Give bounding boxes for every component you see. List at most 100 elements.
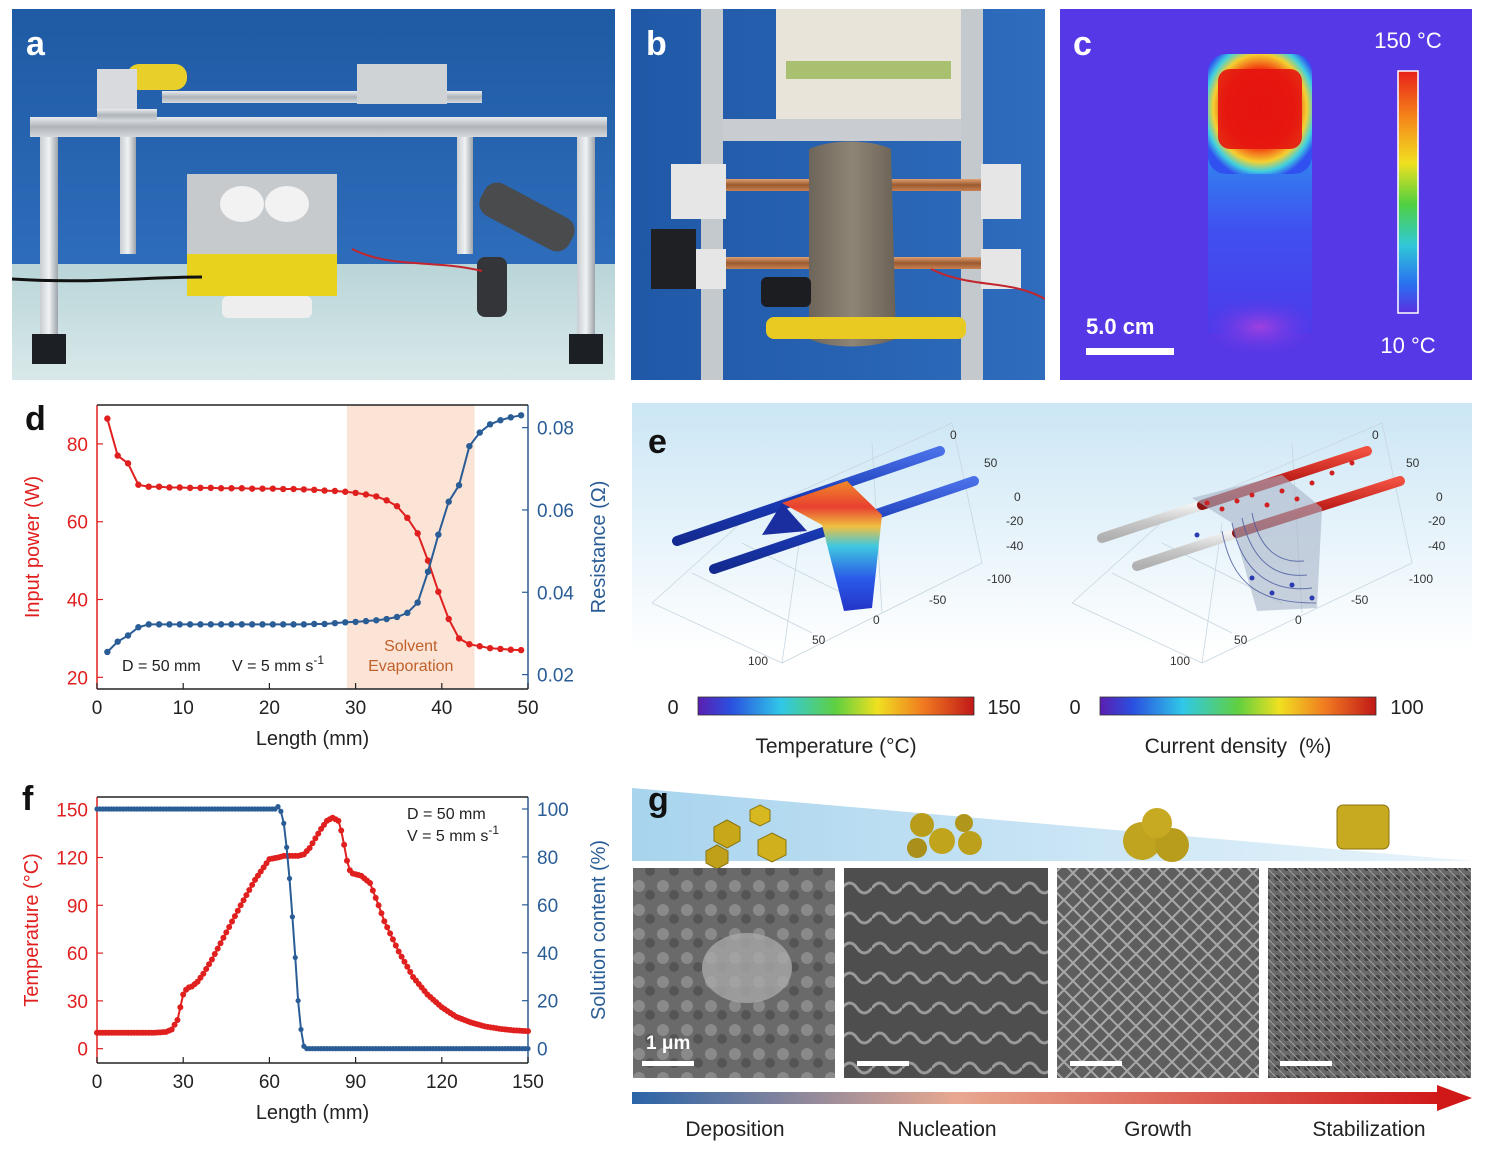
data-point-left bbox=[211, 951, 218, 958]
data-point-right bbox=[281, 820, 287, 826]
y-tick-label-left: 40 bbox=[67, 591, 88, 612]
e-right-tick-y-50: -50 bbox=[1351, 593, 1369, 607]
data-point-left bbox=[315, 830, 322, 837]
data-point-left bbox=[180, 991, 187, 998]
data-point-left bbox=[174, 1016, 181, 1023]
colorbar-max-label: 150 °C bbox=[1374, 28, 1442, 53]
sem-stabilization bbox=[1268, 868, 1471, 1078]
scalebar-label: 1 μm bbox=[646, 1033, 690, 1054]
data-point-right bbox=[298, 1026, 304, 1033]
panel-label-b: b bbox=[646, 25, 667, 63]
data-point-right bbox=[424, 568, 432, 575]
data-point-left bbox=[407, 968, 414, 975]
solvent-evaporation-region bbox=[346, 405, 475, 689]
data-point-left bbox=[389, 936, 396, 943]
panel-d: d Solvent Evaporation 0 10 20 30 40 50 20 40 60 80 0… bbox=[0, 390, 630, 770]
y-tick-label-left: 150 bbox=[56, 801, 88, 822]
data-point-left bbox=[466, 641, 473, 648]
y-tick-label-left: 30 bbox=[67, 992, 88, 1013]
sem-growth bbox=[1057, 868, 1259, 1078]
y-tick-label-left: 90 bbox=[67, 896, 88, 917]
data-point-right bbox=[124, 632, 132, 639]
data-point-right bbox=[259, 621, 266, 628]
data-point-right bbox=[269, 621, 277, 628]
y-tick-label-left: 60 bbox=[67, 944, 88, 965]
x-axis-label: Length (mm) bbox=[256, 1102, 369, 1124]
e-left-tick-z-0: 0 bbox=[1014, 490, 1021, 504]
data-point-left bbox=[455, 635, 463, 642]
data-point-left bbox=[228, 485, 235, 492]
y-tick-label-left: 60 bbox=[67, 513, 88, 534]
current-colorbar-max: 100 bbox=[1390, 697, 1423, 719]
data-point-left bbox=[208, 956, 215, 963]
data-point-left bbox=[237, 902, 244, 909]
data-point-left bbox=[155, 483, 163, 490]
data-point-left bbox=[341, 841, 348, 848]
y-tick-label-right: 0.04 bbox=[537, 583, 574, 604]
panel-label-a: a bbox=[26, 25, 45, 63]
data-point-right bbox=[275, 803, 281, 810]
x-tick-label: 0 bbox=[92, 698, 103, 719]
data-point-left bbox=[398, 953, 405, 960]
data-point-left bbox=[231, 913, 238, 920]
panel-label-d: d bbox=[25, 400, 46, 438]
data-point-right bbox=[197, 621, 204, 628]
data-point-left bbox=[206, 961, 213, 968]
data-point-right bbox=[321, 620, 328, 628]
data-point-left bbox=[114, 452, 121, 459]
data-point-left bbox=[259, 485, 266, 492]
annotation-velocity: V = 5 mm s-1 bbox=[407, 823, 499, 845]
data-point-left bbox=[372, 894, 379, 901]
data-point-left bbox=[197, 484, 204, 492]
e-left-tick-top-50: 50 bbox=[984, 456, 998, 470]
data-point-right bbox=[383, 615, 390, 623]
e-left-tick-x-100: 100 bbox=[748, 654, 768, 668]
data-point-right bbox=[393, 613, 401, 621]
scalebar-label: 5.0 cm bbox=[1086, 314, 1155, 339]
infrared-thermal-image: 150 °C 10 °C 5.0 cm bbox=[1060, 9, 1472, 380]
e-left-tick-z-40: -40 bbox=[1006, 539, 1024, 553]
data-point-left bbox=[381, 918, 388, 925]
annotation-diameter: D = 50 mm bbox=[407, 806, 486, 823]
data-point-right bbox=[217, 621, 225, 628]
data-point-left bbox=[352, 489, 359, 497]
y-axis-label-left: Temperature (°C) bbox=[21, 853, 43, 1007]
x-tick-label: 20 bbox=[259, 698, 280, 719]
data-point-right bbox=[435, 531, 442, 538]
x-axis-label: Length (mm) bbox=[256, 728, 369, 750]
data-point-left bbox=[343, 857, 350, 864]
data-point-right bbox=[445, 498, 452, 505]
panel-c-thermal-image: 150 °C 10 °C 5.0 cm c bbox=[1060, 9, 1472, 380]
data-point-left bbox=[384, 924, 391, 931]
data-point-left bbox=[234, 907, 241, 914]
data-point-left bbox=[311, 486, 318, 494]
e-right-tick-y-0: 0 bbox=[1295, 613, 1302, 627]
data-point-left bbox=[476, 643, 483, 650]
e-left-tick-x-50: 50 bbox=[812, 633, 826, 647]
data-point-right bbox=[414, 599, 421, 606]
data-point-left bbox=[395, 948, 402, 955]
data-point-left bbox=[321, 487, 328, 494]
y-tick-label-left: 20 bbox=[67, 668, 88, 689]
data-point-left bbox=[383, 497, 390, 504]
data-point-left bbox=[220, 934, 227, 941]
data-point-left bbox=[203, 966, 210, 973]
data-point-left bbox=[309, 840, 316, 847]
data-point-right bbox=[278, 808, 284, 814]
data-point-left bbox=[248, 485, 256, 492]
data-point-left bbox=[393, 502, 401, 510]
y-tick-label-right: 0.02 bbox=[537, 666, 574, 687]
data-point-right bbox=[295, 998, 301, 1004]
chart-f-temperature-solution: 0 30 60 90 120 150 0 30 60 90 120 150 0 20 40 60 80 100 Le… bbox=[21, 796, 610, 1124]
heating-unit-top-view-photo bbox=[631, 9, 1045, 380]
data-point-right bbox=[166, 621, 173, 628]
x-tick-label: 60 bbox=[259, 1072, 280, 1093]
data-point-left bbox=[104, 415, 111, 422]
data-point-left bbox=[145, 483, 152, 490]
data-point-left bbox=[404, 514, 411, 522]
panel-label-g: g bbox=[648, 783, 669, 819]
data-point-left bbox=[424, 557, 432, 564]
data-point-right bbox=[290, 621, 297, 628]
data-point-left bbox=[279, 485, 287, 493]
stage-stabilization: Stabilization bbox=[1312, 1118, 1425, 1141]
